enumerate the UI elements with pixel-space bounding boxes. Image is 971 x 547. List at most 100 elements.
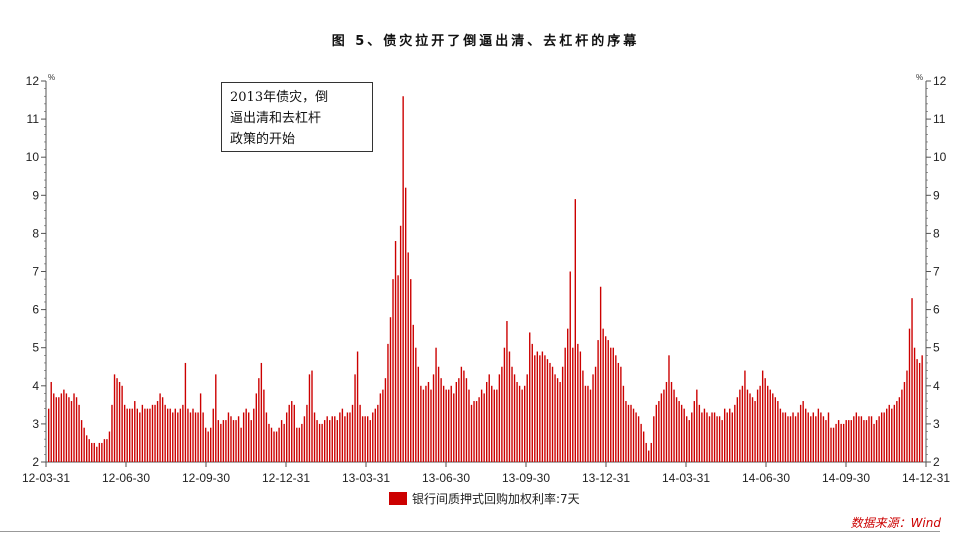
bar: [96, 446, 98, 462]
bar: [351, 404, 354, 462]
bar: [392, 279, 394, 462]
bar: [820, 412, 822, 462]
bar: [622, 385, 625, 462]
bar: [65, 393, 68, 462]
bar: [518, 385, 521, 462]
bar: [382, 389, 384, 462]
y-tick-label-left: 2: [32, 455, 39, 469]
bar: [387, 343, 389, 462]
bar: [693, 401, 695, 462]
x-tick-label: 14-06-30: [742, 471, 790, 485]
bar: [359, 404, 361, 462]
y-tick-label-right: 9: [933, 188, 940, 202]
bar: [670, 381, 673, 462]
bar: [60, 393, 63, 462]
x-tick-label: 13-09-30: [502, 471, 550, 485]
bar: [323, 420, 326, 462]
bar: [422, 389, 425, 462]
bar: [546, 359, 549, 462]
bar: [108, 431, 111, 462]
bar: [184, 362, 187, 462]
y-tick-label-left: 5: [32, 341, 39, 355]
annotation-line-1: 2013年债灾，倒: [230, 90, 329, 105]
bar: [516, 381, 518, 462]
bar: [430, 389, 432, 462]
bar: [873, 423, 875, 462]
bar: [349, 412, 351, 462]
x-tick-label: 12-06-30: [102, 471, 150, 485]
bar: [410, 279, 412, 462]
y-tick-label-right: 3: [933, 417, 940, 431]
bar: [594, 366, 597, 462]
bar: [769, 389, 771, 462]
bar: [445, 389, 447, 462]
bar: [726, 412, 728, 462]
bar: [288, 404, 290, 462]
bar: [293, 404, 295, 462]
bar: [556, 378, 559, 462]
bar: [574, 199, 576, 463]
bar: [506, 321, 508, 462]
bar: [179, 408, 182, 462]
bar: [111, 404, 113, 462]
bar: [850, 420, 852, 462]
bar: [144, 408, 146, 462]
bar: [303, 416, 306, 462]
bar: [567, 328, 569, 462]
bar: [192, 408, 194, 462]
bar: [529, 332, 531, 462]
bar: [830, 427, 832, 462]
bar: [242, 412, 245, 462]
bar: [118, 381, 121, 462]
bar: [640, 423, 642, 462]
bar: [217, 420, 220, 462]
y-tick-label-right: 4: [933, 379, 940, 393]
bar: [630, 404, 632, 462]
bar: [805, 408, 807, 462]
bar: [589, 389, 592, 462]
bar: [470, 404, 473, 462]
bar: [658, 401, 660, 462]
bar: [70, 401, 73, 462]
bar: [741, 385, 744, 462]
bar: [174, 408, 176, 462]
bar: [194, 412, 197, 462]
bar: [280, 420, 283, 462]
bar: [258, 378, 260, 462]
bar: [397, 275, 399, 462]
bar: [916, 359, 918, 462]
bar: [718, 416, 721, 462]
bar: [660, 393, 663, 462]
bar: [478, 397, 480, 462]
y-tick-label-left: 6: [32, 303, 39, 317]
bar: [149, 408, 151, 462]
bar: [372, 412, 374, 462]
bar: [85, 435, 88, 462]
x-tick-label: 13-06-30: [422, 471, 470, 485]
bar: [432, 374, 435, 462]
bar: [723, 408, 726, 462]
bar: [863, 420, 865, 462]
bar: [273, 431, 275, 462]
bar: [237, 416, 240, 462]
bar: [642, 431, 645, 462]
bar: [227, 412, 230, 462]
bar: [536, 351, 539, 462]
bar: [653, 416, 655, 462]
bar: [491, 385, 493, 462]
bar: [450, 385, 452, 462]
y-unit-right: %: [916, 73, 923, 82]
bar: [496, 389, 498, 462]
bar: [734, 404, 736, 462]
bar: [526, 374, 528, 462]
bar: [696, 389, 698, 462]
bar: [339, 412, 341, 462]
bar: [399, 225, 402, 462]
bar: [189, 412, 192, 462]
bar: [435, 347, 437, 462]
bar: [837, 420, 840, 462]
bar: [620, 366, 622, 462]
bar: [134, 401, 136, 462]
bar: [55, 397, 57, 462]
bar: [787, 416, 789, 462]
